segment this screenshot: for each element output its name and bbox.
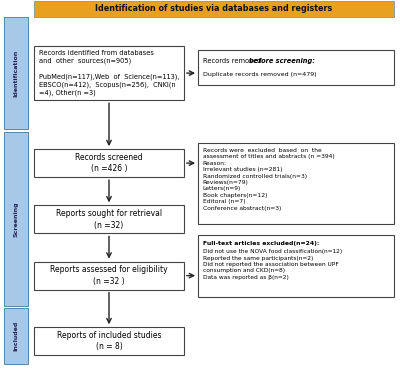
Text: Duplicate records removed (n=479): Duplicate records removed (n=479) (203, 72, 316, 77)
FancyBboxPatch shape (34, 1, 394, 16)
FancyBboxPatch shape (4, 132, 28, 306)
Text: Reports sought for retrieval
(n =32): Reports sought for retrieval (n =32) (56, 209, 162, 230)
Text: Identification of studies via databases and registers: Identification of studies via databases … (95, 4, 333, 13)
Text: Reports assessed for eligibility
(n =32 ): Reports assessed for eligibility (n =32 … (50, 266, 168, 286)
Text: Screening: Screening (14, 201, 18, 237)
Text: Did not use the NOVA food classification(n=12)
Reported the same participants(n=: Did not use the NOVA food classification… (203, 249, 342, 280)
FancyBboxPatch shape (34, 262, 184, 290)
FancyBboxPatch shape (34, 149, 184, 177)
FancyBboxPatch shape (4, 308, 28, 364)
FancyBboxPatch shape (4, 17, 28, 129)
Text: Records were  excluded  based  on  the
assessment of titles and abstracts (n =39: Records were excluded based on the asses… (203, 148, 334, 210)
Text: Records screened
(n =426 ): Records screened (n =426 ) (75, 153, 143, 173)
FancyBboxPatch shape (198, 50, 394, 86)
Text: Identification: Identification (14, 50, 18, 97)
FancyBboxPatch shape (34, 327, 184, 356)
FancyBboxPatch shape (34, 46, 184, 100)
Text: Reports of included studies
(n = 8): Reports of included studies (n = 8) (57, 331, 161, 351)
Text: Full-text articles excluded(n=24):: Full-text articles excluded(n=24): (203, 241, 319, 246)
Text: Records removed: Records removed (203, 58, 263, 64)
Text: before screening:: before screening: (249, 58, 315, 64)
FancyBboxPatch shape (34, 206, 184, 233)
Text: Included: Included (14, 321, 18, 351)
Text: Records identified from databases
and  other  sources(n=905)

PubMed(n=117),Web : Records identified from databases and ot… (39, 50, 179, 96)
FancyBboxPatch shape (198, 143, 394, 224)
FancyBboxPatch shape (198, 236, 394, 297)
